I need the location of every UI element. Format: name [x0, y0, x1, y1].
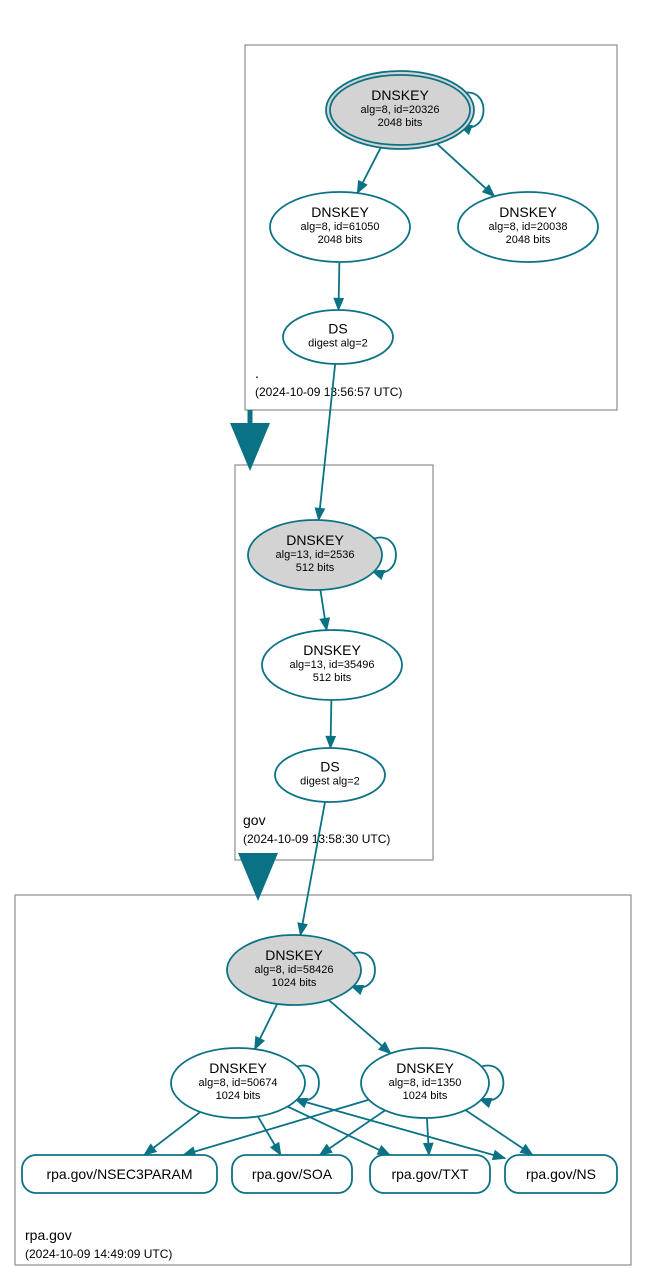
node-n7-line0: DS: [320, 759, 339, 775]
node-n1-line1: alg=8, id=20326: [361, 104, 440, 116]
rr-r1: rpa.gov/NSEC3PARAM: [22, 1155, 217, 1193]
edge-n1-n3: [434, 141, 495, 197]
node-n9-line1: alg=8, id=50674: [199, 1077, 278, 1089]
node-n6: DNSKEYalg=13, id=35496512 bits: [262, 630, 402, 700]
node-n2-line1: alg=8, id=61050: [301, 221, 380, 233]
node-n1-line0: DNSKEY: [371, 87, 429, 103]
edge-n7-n8: [300, 802, 325, 935]
node-n3: DNSKEYalg=8, id=200382048 bits: [458, 192, 598, 262]
edge-n8-n10: [329, 1000, 391, 1054]
node-n3-line0: DNSKEY: [499, 204, 557, 220]
node-n6-line2: 512 bits: [313, 672, 352, 684]
node-n7: DSdigest alg=2: [275, 748, 385, 802]
edge-n8-n9: [255, 1004, 277, 1049]
node-n1-line2: 2048 bits: [378, 117, 423, 129]
node-n10: DNSKEYalg=8, id=13501024 bits: [361, 1048, 489, 1118]
node-n6-line0: DNSKEY: [303, 642, 361, 658]
node-n4-line1: digest alg=2: [308, 338, 368, 350]
node-n7-line1: digest alg=2: [300, 776, 360, 788]
node-n9-line2: 1024 bits: [216, 1090, 261, 1102]
node-n1: DNSKEYalg=8, id=203262048 bits: [326, 71, 474, 149]
node-n3-line1: alg=8, id=20038: [489, 221, 568, 233]
rr-r2: rpa.gov/SOA: [232, 1155, 352, 1193]
zone-label-root: .: [255, 365, 259, 381]
rr-r4-label: rpa.gov/NS: [526, 1166, 596, 1182]
rr-r3: rpa.gov/TXT: [370, 1155, 490, 1193]
dnssec-diagram: . (2024-10-09 13:56:57 UTC) gov (2024-10-09…: [0, 0, 645, 1278]
node-n10-line2: 1024 bits: [403, 1090, 448, 1102]
node-n5-line1: alg=13, id=2536: [276, 549, 355, 561]
node-n9: DNSKEYalg=8, id=506741024 bits: [171, 1048, 305, 1118]
node-n10-line0: DNSKEY: [396, 1060, 454, 1076]
node-n9-line0: DNSKEY: [209, 1060, 267, 1076]
node-n8-line0: DNSKEY: [265, 947, 323, 963]
node-n5-line2: 512 bits: [296, 562, 335, 574]
edge-n9-r3: [288, 1107, 390, 1155]
node-n4: DSdigest alg=2: [283, 310, 393, 364]
node-n2-line2: 2048 bits: [318, 234, 363, 246]
edge-n6-n7: [330, 700, 331, 748]
node-n3-line2: 2048 bits: [506, 234, 551, 246]
node-n2: DNSKEYalg=8, id=610502048 bits: [270, 192, 410, 262]
rr-r1-label: rpa.gov/NSEC3PARAM: [46, 1166, 192, 1182]
zone-ts-root: (2024-10-09 13:56:57 UTC): [255, 385, 402, 399]
node-n5: DNSKEYalg=13, id=2536512 bits: [248, 520, 382, 590]
node-n2-line0: DNSKEY: [311, 204, 369, 220]
edge-n10-r3: [427, 1118, 429, 1155]
node-n8-line2: 1024 bits: [272, 977, 317, 989]
rr-r3-label: rpa.gov/TXT: [391, 1166, 468, 1182]
edge-n1-n2: [357, 144, 382, 193]
zone-label-gov: gov: [243, 812, 266, 828]
edge-n2-n4: [338, 262, 339, 310]
rr-r2-label: rpa.gov/SOA: [252, 1166, 333, 1182]
edge-n9-r1: [144, 1112, 200, 1155]
edge-n10-r4: [466, 1110, 533, 1155]
node-n4-line0: DS: [328, 321, 347, 337]
node-n6-line1: alg=13, id=35496: [289, 659, 374, 671]
node-n5-line0: DNSKEY: [286, 532, 344, 548]
edge-n5-n6: [320, 590, 326, 630]
node-n8-line1: alg=8, id=58426: [255, 964, 334, 976]
node-n10-line1: alg=8, id=1350: [389, 1077, 462, 1089]
zone-label-rpa: rpa.gov: [25, 1227, 72, 1243]
edge-n9-r2: [258, 1116, 281, 1155]
node-n8: DNSKEYalg=8, id=584261024 bits: [227, 935, 361, 1005]
zone-ts-rpa: (2024-10-09 14:49:09 UTC): [25, 1247, 172, 1261]
rr-r4: rpa.gov/NS: [505, 1155, 617, 1193]
